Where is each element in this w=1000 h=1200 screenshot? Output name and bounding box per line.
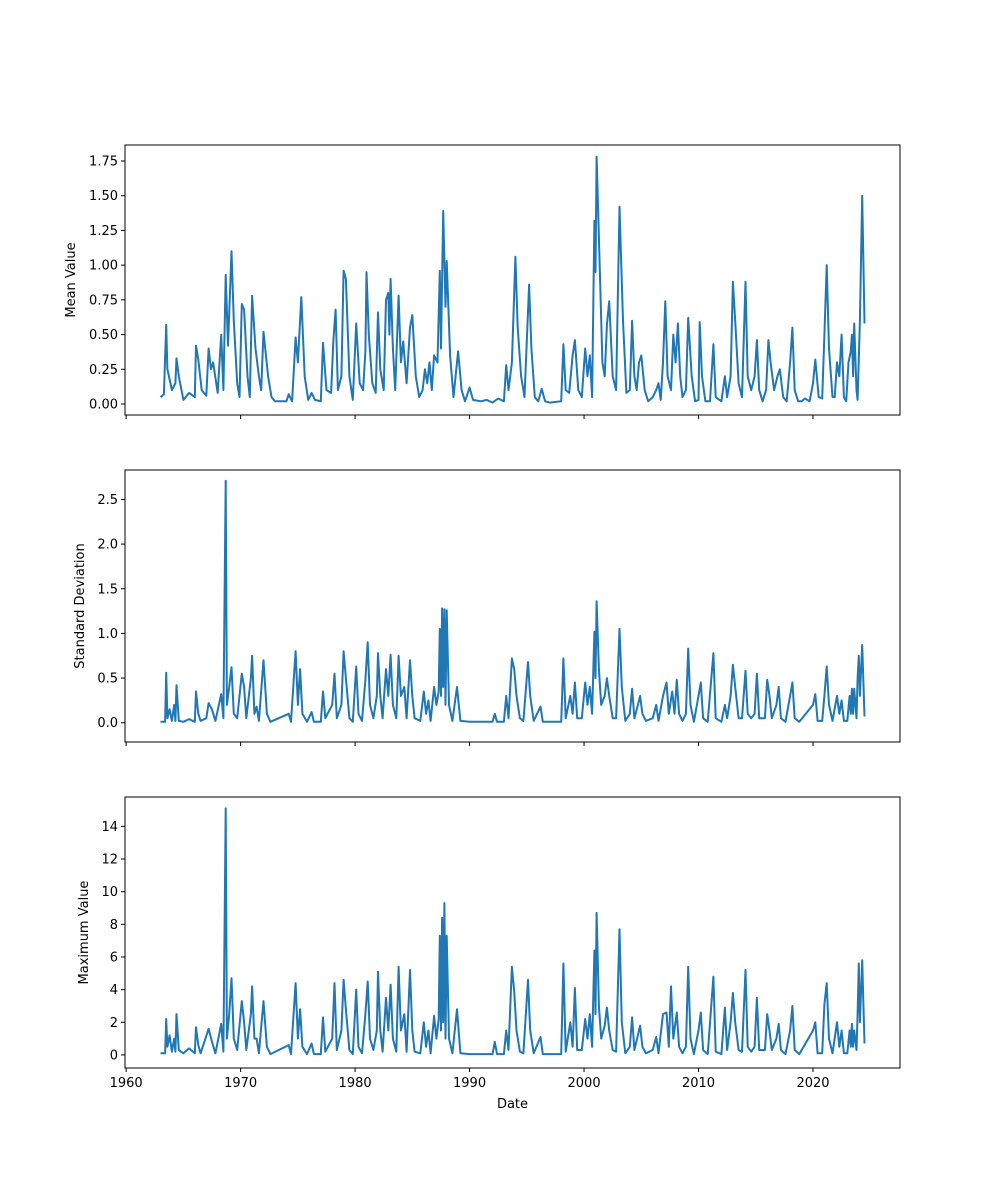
- y-tick-label: 4: [110, 983, 118, 998]
- y-tick-label: 2: [110, 1016, 118, 1031]
- y-tick-label: 0.25: [89, 363, 118, 378]
- y-axis-label: Standard Deviation: [73, 543, 88, 668]
- axes-frame: [124, 469, 901, 743]
- y-tick-label: 0.00: [89, 398, 118, 413]
- x-tick-label: 1970: [224, 1076, 257, 1091]
- y-tick-label: 1.5: [97, 582, 118, 597]
- y-tick-label: 10: [101, 885, 118, 900]
- y-axis-label: Mean Value: [64, 242, 79, 317]
- y-tick-label: 2.5: [97, 493, 118, 508]
- y-tick-label: 2.0: [97, 538, 118, 553]
- x-tick-label: 2010: [682, 1076, 715, 1091]
- y-tick-label: 0.0: [97, 716, 118, 731]
- axes-frame: [124, 796, 901, 1069]
- y-tick-label: 0.75: [89, 293, 118, 308]
- series-line: [160, 479, 866, 723]
- y-tick-label: 1.50: [89, 189, 118, 204]
- y-axis-label: Maximum Value: [77, 881, 92, 985]
- x-tick-label: 1990: [453, 1076, 486, 1091]
- series-line: [160, 807, 866, 1056]
- subplot-1: 0.00 0.25 0.50 0.75 1.00 1.25 1.50 1.75 Mean Val…: [64, 144, 901, 419]
- x-tick-label: 1960: [110, 1076, 143, 1091]
- y-tick-label: 0.50: [89, 328, 118, 343]
- y-tick-label: 8: [110, 918, 118, 933]
- x-axis-label: Date: [497, 1097, 528, 1112]
- y-tick-label: 1.00: [89, 259, 118, 274]
- y-tick-label: 12: [101, 853, 118, 868]
- series-line: [159, 155, 866, 404]
- x-tick-label: 1980: [339, 1076, 372, 1091]
- y-tick-label: 0.5: [97, 672, 118, 687]
- x-tick-label: 2000: [568, 1076, 601, 1091]
- axes-frame: [124, 144, 901, 416]
- y-tick-label: 6: [110, 950, 118, 965]
- y-tick-label: 14: [101, 820, 118, 835]
- x-tick-label: 2020: [796, 1076, 829, 1091]
- y-tick-label: 0: [110, 1048, 118, 1063]
- y-tick-label: 1.0: [97, 627, 118, 642]
- y-tick-label: 1.25: [89, 224, 118, 239]
- subplot-3: 0 2 4 6 8 10 12 14 1960 1970 1980 1990 2000 2010 2020 M…: [77, 796, 901, 1112]
- subplot-2: 0.0 0.5 1.0 1.5 2.0 2.5 Standard Deviation: [73, 469, 901, 746]
- y-tick-label: 1.75: [89, 154, 118, 169]
